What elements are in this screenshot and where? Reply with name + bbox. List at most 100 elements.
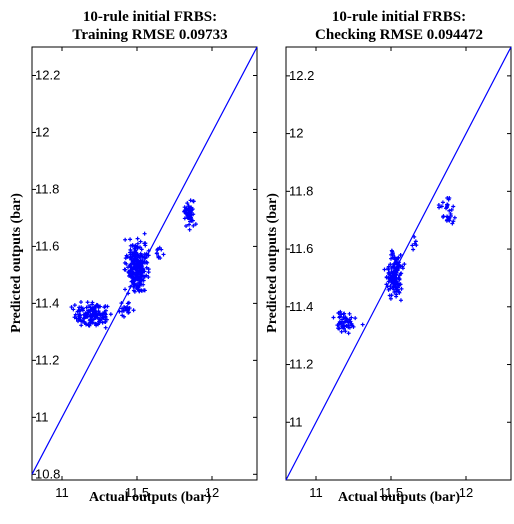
checking-data-point (386, 287, 391, 292)
checking-x-tick-label: 12 (459, 485, 473, 500)
training-data-point (140, 264, 145, 269)
training-data-point (127, 263, 132, 268)
checking-data-point (397, 290, 402, 295)
checking-data-point (387, 272, 392, 277)
training-y-tick-label: 11.2 (35, 352, 59, 367)
checking-title-line1: 10-rule initial FRBS: (332, 9, 466, 25)
training-data-point (182, 216, 187, 221)
training-data-point (69, 305, 74, 310)
checking-data-point (396, 255, 401, 260)
training-data-point (86, 310, 91, 315)
checking-data-point (388, 296, 393, 301)
training-data-point (72, 303, 77, 308)
checking-y-tick-label: 11 (289, 414, 303, 429)
training-data-point (136, 288, 141, 293)
training-data-point (187, 227, 192, 232)
training-data-point (89, 318, 94, 323)
training-data-point (136, 277, 141, 282)
training-x-ticks: 11 11.5 12 (55, 47, 219, 500)
checking-x-tick-label: 11 (309, 485, 323, 500)
training-data-point (71, 307, 76, 312)
training-data-point (122, 260, 127, 265)
training-data-point (94, 315, 99, 320)
training-data-point (130, 252, 135, 257)
training-title-line2: Training RMSE 0.09733 (72, 27, 227, 43)
training-data-point (143, 260, 148, 265)
training-data-point (123, 256, 128, 261)
training-data-point (90, 300, 95, 305)
training-data-point (131, 261, 136, 266)
checking-data-point (402, 262, 407, 267)
training-data-point (131, 288, 136, 293)
training-data-point (191, 199, 196, 204)
checking-data-point (338, 314, 343, 319)
checking-y-tick-label: 11.4 (289, 299, 313, 314)
training-data-point (83, 313, 88, 318)
checking-data-point (393, 289, 398, 294)
training-data-point (98, 304, 103, 309)
checking-data-point (450, 221, 455, 226)
checking-data-point (392, 265, 397, 270)
training-data-point (135, 268, 140, 273)
training-data-point (143, 255, 148, 260)
training-data-point (85, 300, 90, 305)
training-data-point (139, 247, 144, 252)
checking-data-point (398, 282, 403, 287)
training-data-point (184, 224, 189, 229)
training-data-point (80, 319, 85, 324)
checking-data-point (344, 324, 349, 329)
checking-data-point (389, 269, 394, 274)
training-data-point (146, 275, 151, 280)
checking-data-point (349, 321, 354, 326)
training-data-point (132, 256, 137, 261)
checking-data-point (447, 195, 452, 200)
checking-data-point (449, 207, 454, 212)
checking-data-point (341, 323, 346, 328)
training-data-point (90, 307, 95, 312)
training-data-point (131, 278, 136, 283)
training-points (69, 198, 198, 330)
training-data-point (136, 253, 141, 258)
training-y-ticks: 10.8 11 11.2 11.4 11.6 11.8 12 12.2 (32, 67, 257, 481)
training-data-point (79, 323, 84, 328)
checking-y-tick-label: 11.2 (289, 357, 313, 372)
training-data-point (126, 310, 131, 315)
checking-y-tick-label: 11.6 (289, 241, 313, 256)
training-data-point (193, 222, 198, 227)
checking-data-point (444, 218, 449, 223)
training-data-point (141, 269, 146, 274)
checking-data-point (410, 243, 415, 248)
training-data-point (101, 315, 106, 320)
checking-data-point (391, 279, 396, 284)
training-x-tick-label: 11 (55, 485, 69, 500)
training-data-point (189, 217, 194, 222)
training-title-line1: 10-rule initial FRBS: (83, 9, 217, 25)
training-data-point (119, 306, 124, 311)
checking-y-axis-label: Predicted outputs (bar) (265, 193, 280, 333)
training-data-point (72, 315, 77, 320)
checking-data-point (336, 323, 341, 328)
training-data-point (130, 243, 135, 248)
training-y-tick-label: 11.4 (35, 295, 59, 310)
checking-data-point (439, 204, 444, 209)
checking-data-point (400, 266, 405, 271)
training-data-point (185, 201, 190, 206)
training-data-point (141, 288, 146, 293)
training-y-tick-label: 10.8 (35, 466, 60, 481)
checking-y-ticks: 11 11.2 11.4 11.6 11.8 12 12.2 (286, 68, 511, 429)
training-data-point (144, 265, 149, 270)
training-data-point (190, 207, 195, 212)
checking-data-point (437, 205, 442, 210)
training-data-point (84, 305, 89, 310)
training-data-point (103, 325, 108, 330)
training-data-point (187, 222, 192, 227)
training-data-point (126, 291, 131, 296)
checking-x-axis-label: Actual outputs (bar) (338, 490, 460, 505)
checking-x-ticks: 11 11.5 12 (309, 47, 473, 500)
checking-data-point (346, 320, 351, 325)
training-data-point (138, 239, 143, 244)
training-data-point (130, 272, 135, 277)
checking-data-point (398, 253, 403, 258)
training-data-point (143, 243, 148, 248)
